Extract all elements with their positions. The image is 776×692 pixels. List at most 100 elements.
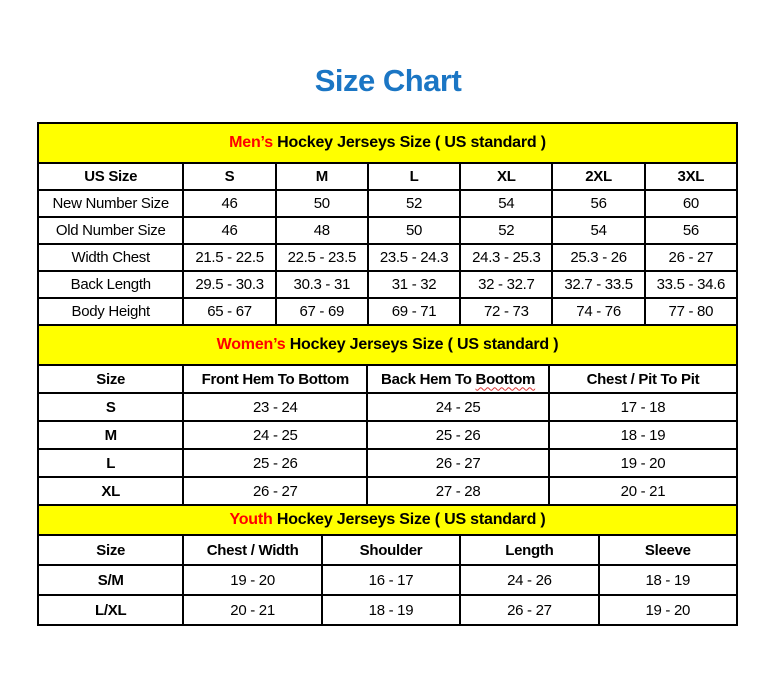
size-value: 30.3 - 31 <box>274 270 369 299</box>
womens-size-table: Women’s Hockey Jerseys Size ( US standar… <box>36 324 739 506</box>
size-value: 25 - 26 <box>182 448 369 478</box>
table-row: New Number Size 46 50 52 54 56 60 <box>36 189 739 218</box>
row-label: Old Number Size <box>36 216 185 245</box>
size-value: 32 - 32.7 <box>459 270 554 299</box>
size-value: 26 - 27 <box>182 476 369 506</box>
row-label: Width Chest <box>36 243 185 272</box>
size-value: 46 <box>182 189 277 218</box>
row-label: Back Length <box>36 270 185 299</box>
column-header: Back Hem To Boottom <box>366 364 550 394</box>
column-header: L <box>366 162 462 191</box>
column-header: US Size <box>36 162 185 191</box>
column-header: M <box>274 162 369 191</box>
size-value: 21.5 - 22.5 <box>182 243 277 272</box>
youth-section-title: Youth Hockey Jerseys Size ( US standard … <box>37 504 738 536</box>
column-header: Length <box>459 534 600 566</box>
column-header: 3XL <box>643 162 739 191</box>
table-row: M 24 - 25 25 - 26 18 - 19 <box>36 420 739 450</box>
row-label: Body Height <box>36 297 185 326</box>
womens-section-title-rest: Hockey Jerseys Size ( US standard ) <box>285 336 559 353</box>
size-chart: Men’s Hockey Jerseys Size ( US standard … <box>36 122 739 626</box>
size-value: 29.5 - 30.3 <box>182 270 277 299</box>
table-row: S 23 - 24 24 - 25 17 - 18 <box>36 392 739 422</box>
size-value: 56 <box>551 189 646 218</box>
size-value: 52 <box>366 189 462 218</box>
size-value: 20 - 21 <box>182 594 323 626</box>
row-label: New Number Size <box>36 189 185 218</box>
size-value: 16 - 17 <box>320 564 462 596</box>
youth-column-header-row: Size Chest / Width Shoulder Length Sleev… <box>36 534 739 566</box>
size-value: 26 - 27 <box>459 594 600 626</box>
column-header-text: Chest / Pit To Pit <box>586 370 700 388</box>
youth-section-title-accent: Youth <box>229 511 273 528</box>
mens-section-header-row: Men’s Hockey Jerseys Size ( US standard … <box>37 122 738 164</box>
size-value: 52 <box>459 216 554 245</box>
size-value: 25.3 - 26 <box>551 243 646 272</box>
column-header-text: Size <box>96 370 126 388</box>
size-value: 56 <box>643 216 739 245</box>
size-value: 32.7 - 33.5 <box>551 270 646 299</box>
youth-size-table: Youth Hockey Jerseys Size ( US standard … <box>36 504 739 626</box>
size-value: 67 - 69 <box>274 297 369 326</box>
size-value: 24 - 25 <box>182 420 369 450</box>
size-value: 31 - 32 <box>366 270 462 299</box>
womens-column-header-row: Size Front Hem To Bottom Back Hem To Boo… <box>36 364 739 394</box>
column-header: Shoulder <box>320 534 462 566</box>
size-value: 19 - 20 <box>597 594 739 626</box>
column-header: S <box>182 162 277 191</box>
size-value: 54 <box>459 189 554 218</box>
column-header: Sleeve <box>597 534 739 566</box>
size-value: 69 - 71 <box>366 297 462 326</box>
size-value: 54 <box>551 216 646 245</box>
size-value: 18 - 19 <box>597 564 739 596</box>
column-header: Size <box>36 364 185 394</box>
row-label: M <box>36 420 185 450</box>
size-value: 22.5 - 23.5 <box>274 243 369 272</box>
row-label: L/XL <box>36 594 185 626</box>
youth-section-header-row: Youth Hockey Jerseys Size ( US standard … <box>37 504 738 536</box>
mens-column-header-row: US Size S M L XL 2XL 3XL <box>36 162 739 191</box>
size-value: 17 - 18 <box>547 392 739 422</box>
column-header: 2XL <box>551 162 646 191</box>
size-value: 23 - 24 <box>182 392 369 422</box>
row-label: L <box>36 448 185 478</box>
column-header-text: Front Hem To Bottom <box>201 370 350 388</box>
misspelled-word: Boottom <box>475 370 536 388</box>
size-value: 18 - 19 <box>547 420 739 450</box>
page-title: Size Chart <box>314 63 462 98</box>
row-label: S/M <box>36 564 185 596</box>
size-value: 60 <box>643 189 739 218</box>
size-value: 19 - 20 <box>547 448 739 478</box>
size-value: 48 <box>274 216 369 245</box>
womens-section-header-row: Women’s Hockey Jerseys Size ( US standar… <box>37 324 738 366</box>
size-value: 20 - 21 <box>547 476 739 506</box>
table-row: S/M 19 - 20 16 - 17 24 - 26 18 - 19 <box>36 564 739 596</box>
size-value: 33.5 - 34.6 <box>643 270 739 299</box>
size-value: 50 <box>274 189 369 218</box>
size-value: 26 - 27 <box>366 448 550 478</box>
column-header: XL <box>459 162 554 191</box>
womens-section-title: Women’s Hockey Jerseys Size ( US standar… <box>37 324 738 366</box>
youth-section-title-rest: Hockey Jerseys Size ( US standard ) <box>272 511 546 528</box>
table-row: XL 26 - 27 27 - 28 20 - 21 <box>36 476 739 506</box>
table-row: L 25 - 26 26 - 27 19 - 20 <box>36 448 739 478</box>
table-row: L/XL 20 - 21 18 - 19 26 - 27 19 - 20 <box>36 594 739 626</box>
size-value: 46 <box>182 216 277 245</box>
row-label: XL <box>36 476 185 506</box>
table-row: Old Number Size 46 48 50 52 54 56 <box>36 216 739 245</box>
size-value: 26 - 27 <box>643 243 739 272</box>
size-value: 25 - 26 <box>366 420 550 450</box>
column-header: Chest / Width <box>182 534 323 566</box>
table-row: Back Length 29.5 - 30.3 30.3 - 31 31 - 3… <box>36 270 739 299</box>
column-header: Chest / Pit To Pit <box>547 364 739 394</box>
size-value: 74 - 76 <box>551 297 646 326</box>
size-value: 77 - 80 <box>643 297 739 326</box>
size-value: 18 - 19 <box>320 594 462 626</box>
table-row: Body Height 65 - 67 67 - 69 69 - 71 72 -… <box>36 297 739 326</box>
column-header-text: Back Hem To <box>381 370 476 388</box>
size-value: 50 <box>366 216 462 245</box>
size-value: 65 - 67 <box>182 297 277 326</box>
size-value: 24 - 25 <box>366 392 550 422</box>
size-value: 72 - 73 <box>459 297 554 326</box>
